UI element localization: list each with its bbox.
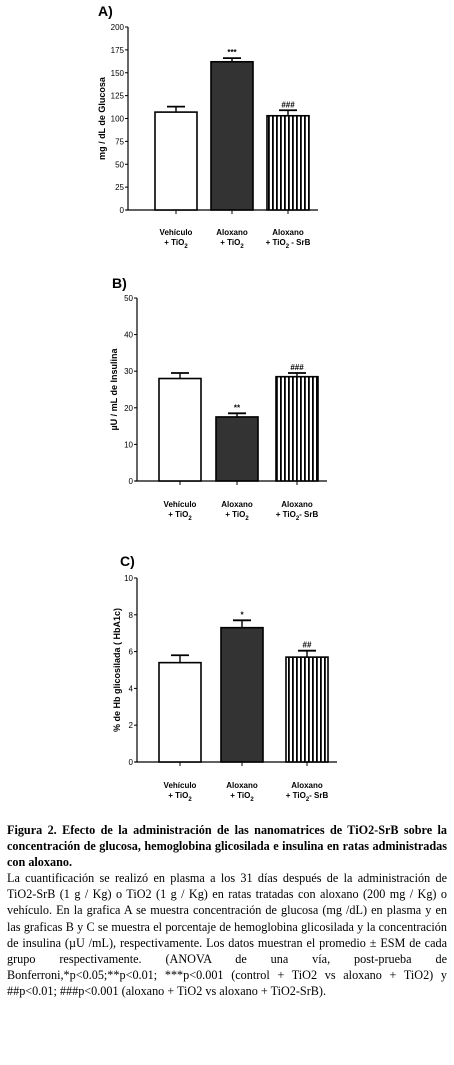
bar — [158, 377, 202, 482]
category-label-line2: + TiO2 — [164, 238, 188, 250]
category-label: Aloxano — [291, 781, 323, 790]
significance-label: *** — [227, 48, 237, 57]
category-label: Vehículo — [164, 500, 197, 509]
significance-label: ## — [303, 641, 312, 650]
y-tick-label: 10 — [124, 574, 133, 583]
category-label-text: + TiO — [230, 791, 250, 800]
y-tick-label: 75 — [115, 137, 124, 146]
significance-label: ### — [290, 363, 304, 372]
category-label-subscript: 2 — [306, 797, 310, 803]
category-label-line2: + TiO2 — [225, 510, 249, 522]
category-label-text: + TiO — [266, 238, 286, 247]
category-label-tail: - SrB — [299, 510, 318, 519]
category-label-subscript: 2 — [250, 797, 254, 803]
bar — [275, 375, 319, 482]
category-label-line2: + TiO2 — [220, 238, 244, 250]
y-tick-label: 50 — [124, 294, 133, 303]
glucose-chart: A) 0 25 50 75 100 125 150 175 200 mg / dL de Gluco… — [97, 3, 318, 250]
y-tick-label: 2 — [129, 721, 134, 730]
bar — [285, 656, 329, 763]
category-label: Aloxano — [216, 228, 248, 237]
caption-title: Figura 2. Efecto de la administración de… — [7, 823, 447, 870]
bar — [210, 60, 254, 211]
figure-caption: Figura 2. Efecto de la administración de… — [7, 822, 447, 999]
panel-label: B) — [112, 275, 127, 291]
category-label-line2: + TiO2 — [230, 791, 254, 803]
y-tick-label: 0 — [129, 477, 134, 486]
bar — [220, 626, 264, 763]
bar — [215, 416, 259, 482]
category-label-subscript: 2 — [245, 516, 249, 522]
y-tick-label: 8 — [129, 611, 134, 620]
y-tick-label: 175 — [111, 46, 125, 55]
y-axis-title: % de Hb glicosilada ( HbA1c) — [112, 608, 122, 732]
y-tick-label: 0 — [129, 758, 134, 767]
category-label-text: + TiO — [164, 238, 184, 247]
category-label-tail: - SrB — [289, 238, 311, 247]
y-tick-label: 150 — [111, 69, 125, 78]
category-label-line2: + TiO2 - SrB — [266, 238, 311, 250]
y-tick-label: 4 — [129, 684, 134, 693]
category-label-text: + TiO — [286, 791, 306, 800]
category-label-text: + TiO — [168, 510, 188, 519]
y-tick-label: 200 — [111, 23, 125, 32]
category-label-text: + TiO — [225, 510, 245, 519]
y-axis-title: mg / dL de Glucosa — [97, 76, 107, 160]
category-label-line2: + TiO2 — [168, 791, 192, 803]
category-label-text: + TiO — [168, 791, 188, 800]
y-tick-label: 0 — [120, 206, 125, 215]
panel-label: A) — [98, 3, 113, 19]
y-tick-label: 40 — [124, 331, 133, 340]
panel-label: C) — [120, 553, 135, 569]
significance-label: ### — [281, 100, 295, 109]
category-label: Vehículo — [160, 228, 193, 237]
category-label: Aloxano — [281, 500, 313, 509]
category-label-subscript: 2 — [296, 516, 300, 522]
category-label-text: + TiO — [276, 510, 296, 519]
category-label-subscript: 2 — [240, 244, 244, 250]
y-tick-label: 125 — [111, 92, 125, 101]
hba1c-chart: C) 0 2 4 6 8 10 % de Hb glicosilada ( HbA1c) Veh… — [112, 553, 337, 803]
category-label-subscript: 2 — [188, 516, 192, 522]
y-tick-label: 50 — [115, 160, 124, 169]
y-axis-title: µU / mL de Insulina — [109, 347, 119, 430]
category-label-tail: - SrB — [309, 791, 328, 800]
y-tick-label: 10 — [124, 440, 133, 449]
category-label-line2: + TiO2 — [168, 510, 192, 522]
significance-label: * — [240, 610, 244, 619]
y-tick-label: 20 — [124, 404, 133, 413]
category-label: Aloxano — [272, 228, 304, 237]
insulin-chart: B) 0 10 20 30 40 50 µU / mL de Insulina Vehículo… — [109, 275, 327, 522]
category-label-line2: + TiO2- SrB — [276, 510, 319, 522]
category-label-text: + TiO — [220, 238, 240, 247]
category-label-subscript: 2 — [188, 797, 192, 803]
category-label: Aloxano — [226, 781, 258, 790]
bar — [158, 661, 202, 763]
y-tick-label: 6 — [129, 648, 134, 657]
category-label-line2: + TiO2- SrB — [286, 791, 329, 803]
category-label: Vehículo — [164, 781, 197, 790]
category-label: Aloxano — [221, 500, 253, 509]
category-label-subscript: 2 — [184, 244, 188, 250]
significance-label: ** — [234, 403, 241, 412]
bar — [154, 111, 198, 211]
category-label-subscript: 2 — [286, 244, 290, 250]
caption-body: La cuantificación se realizó en plasma a… — [7, 871, 447, 998]
y-tick-label: 30 — [124, 367, 133, 376]
y-tick-label: 25 — [115, 183, 124, 192]
bar — [266, 114, 310, 211]
y-tick-label: 100 — [111, 115, 125, 124]
